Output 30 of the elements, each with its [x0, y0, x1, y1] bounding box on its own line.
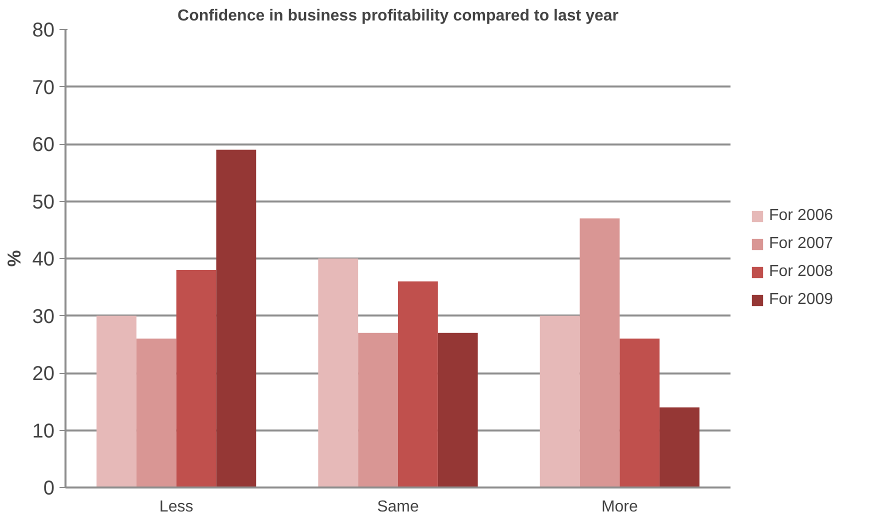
y-tick-label: 60: [32, 134, 55, 156]
bar: [540, 316, 580, 488]
bar: [136, 338, 176, 488]
y-axis-title: %: [3, 250, 24, 267]
y-tick-label: 10: [32, 420, 55, 442]
bar: [660, 407, 700, 488]
bar: [96, 316, 136, 488]
bar: [358, 332, 398, 488]
x-tick-label: More: [601, 498, 638, 516]
y-tick-label: 0: [43, 478, 54, 500]
legend-label: For 2009: [769, 291, 834, 309]
legend-label: For 2008: [769, 263, 834, 281]
bar: [398, 281, 438, 488]
x-tick-label: Same: [377, 498, 419, 516]
chart-title: Confidence in business profitability compared to last year: [178, 8, 618, 24]
y-tick-label: 80: [32, 20, 55, 42]
bar: [580, 218, 620, 488]
y-tick-label: 20: [32, 363, 55, 385]
legend-label: For 2007: [769, 235, 834, 253]
y-tick-label: 50: [32, 191, 55, 214]
y-tick-label: 30: [32, 306, 55, 328]
bar: [216, 150, 256, 488]
bar: [176, 270, 216, 488]
y-tick-label: 70: [32, 76, 55, 99]
bar: [620, 338, 660, 488]
bar: [438, 332, 478, 488]
bar: [318, 258, 358, 488]
y-tick-label: 40: [32, 248, 55, 270]
x-tick-label: Less: [159, 498, 194, 516]
legend-label: For 2006: [769, 207, 834, 225]
